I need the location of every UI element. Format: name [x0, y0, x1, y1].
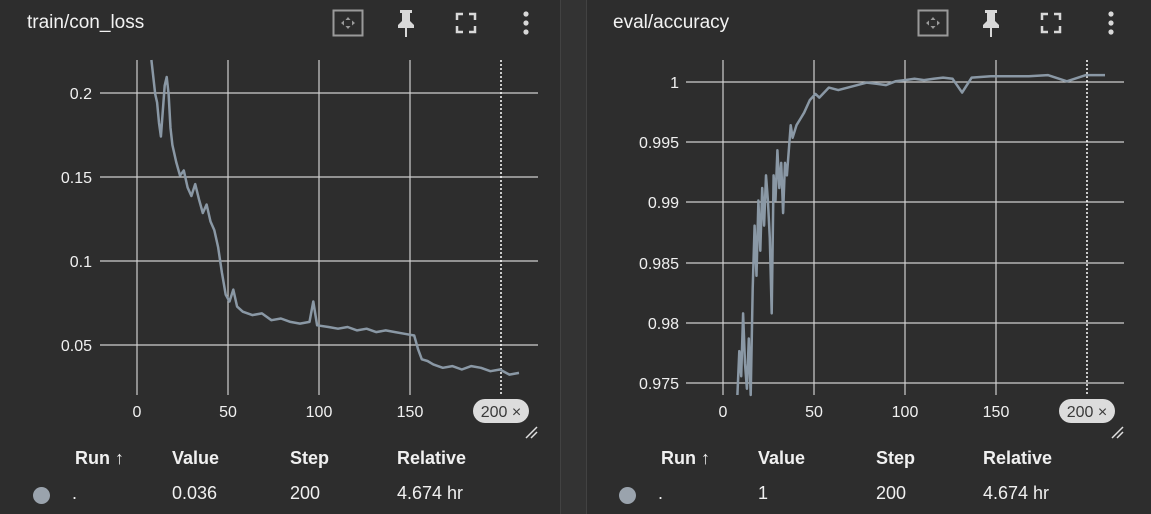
y-tick-label: 0.995 [639, 135, 679, 152]
more-options-button[interactable] [1093, 4, 1129, 42]
step-chip[interactable]: 200 × [1059, 399, 1115, 423]
fit-domain-icon [917, 9, 949, 37]
y-tick-label: 0.975 [639, 376, 679, 393]
run-table: Run ↑ Value Step Relative . 1 200 4.674 … [587, 445, 1151, 514]
x-tick-label: 150 [983, 404, 1010, 421]
run-color-dot [33, 487, 50, 504]
chart-title: train/con_loss [27, 12, 145, 33]
fit-domain-button[interactable] [330, 4, 366, 42]
x-tick-label: 100 [306, 404, 333, 421]
y-tick-label: 0.98 [648, 316, 679, 333]
column-header-run[interactable]: Run ↑ [75, 448, 124, 468]
run-value: 1 [758, 483, 769, 503]
pin-button[interactable] [388, 4, 424, 42]
resize-handle-icon[interactable] [1111, 426, 1124, 439]
column-header-value[interactable]: Value [758, 448, 806, 468]
y-tick-label: 0.15 [61, 170, 92, 187]
column-header-relative[interactable]: Relative [397, 448, 467, 468]
gap-edge-left [560, 0, 561, 514]
run-name: . [72, 483, 78, 503]
card-toolbar [915, 4, 1135, 44]
run-relative: 4.674 hr [397, 483, 464, 503]
line-chart-con-loss[interactable]: 0.2 0.15 0.1 0.05 0 50 100 150 200 × [0, 0, 560, 445]
run-name: . [658, 483, 664, 503]
fullscreen-icon [1040, 12, 1062, 34]
y-tick-label: 0.985 [639, 256, 679, 273]
run-table: Run ↑ Value Step Relative . 0.036 200 4.… [0, 445, 560, 514]
series-line [736, 73, 1105, 397]
panel-gap [560, 0, 587, 514]
step-chip-label: 200 × [1067, 404, 1107, 421]
more-vert-icon [523, 11, 529, 35]
x-tick-label: 50 [805, 404, 823, 421]
pin-button[interactable] [973, 4, 1009, 42]
pin-icon [398, 10, 414, 37]
pin-icon [983, 10, 999, 37]
x-gridlines [722, 60, 997, 395]
chart-card-accuracy: eval/accuracy [587, 0, 1151, 514]
run-value: 0.036 [172, 483, 218, 503]
run-step: 200 [290, 483, 321, 503]
y-tick-label: 0.2 [70, 86, 92, 103]
resize-handle-icon[interactable] [525, 426, 538, 439]
line-chart-accuracy[interactable]: 1 0.995 0.99 0.985 0.98 0.975 0 50 100 1… [587, 0, 1151, 445]
x-gridlines [136, 60, 411, 395]
more-options-button[interactable] [508, 4, 544, 42]
column-header-step[interactable]: Step [876, 448, 916, 468]
step-chip-label: 200 × [481, 404, 521, 421]
x-tick-label: 0 [719, 404, 728, 421]
run-step: 200 [876, 483, 907, 503]
y-tick-label: 0.1 [70, 254, 92, 271]
column-header-run[interactable]: Run ↑ [661, 448, 710, 468]
gap-edge-right [586, 0, 587, 514]
fullscreen-icon [455, 12, 477, 34]
column-header-value[interactable]: Value [172, 448, 220, 468]
x-tick-label: 0 [133, 404, 142, 421]
step-chip[interactable]: 200 × [473, 399, 529, 423]
x-tick-label: 50 [219, 404, 237, 421]
x-tick-label: 150 [397, 404, 424, 421]
x-tick-label: 100 [892, 404, 919, 421]
series-line [150, 59, 520, 376]
more-vert-icon [1108, 11, 1114, 35]
chart-title: eval/accuracy [613, 12, 730, 33]
fit-domain-button[interactable] [915, 4, 951, 42]
y-tick-label: 1 [670, 75, 679, 92]
chart-card-con-loss: train/con_loss 0.2 [0, 0, 560, 514]
card-toolbar [330, 4, 550, 44]
run-relative: 4.674 hr [983, 483, 1050, 503]
run-color-dot [619, 487, 636, 504]
y-tick-label: 0.99 [648, 195, 679, 212]
column-header-relative[interactable]: Relative [983, 448, 1053, 468]
column-header-step[interactable]: Step [290, 448, 330, 468]
fullscreen-button[interactable] [448, 4, 484, 42]
fit-domain-icon [332, 9, 364, 37]
y-tick-label: 0.05 [61, 338, 92, 355]
fullscreen-button[interactable] [1033, 4, 1069, 42]
